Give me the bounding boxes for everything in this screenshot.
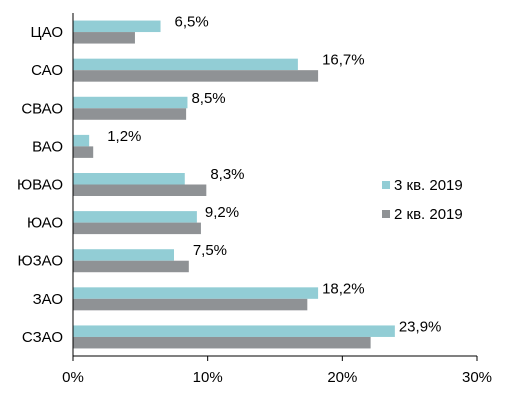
- data-label: 6,5%: [175, 14, 209, 31]
- x-tick-label: 30%: [462, 369, 492, 386]
- bar-q3-2019: [73, 325, 395, 337]
- bar-q2-2019: [73, 146, 94, 158]
- category-label: ЦАО: [31, 24, 63, 41]
- bar-q2-2019: [73, 70, 319, 82]
- legend-swatch: [382, 181, 390, 189]
- category-label: ЗАО: [33, 291, 63, 308]
- data-label: 16,7%: [322, 52, 365, 69]
- data-label: 1,2%: [107, 128, 141, 145]
- category-label: ЮЗАО: [17, 253, 63, 270]
- category-label: СВАО: [21, 100, 63, 117]
- x-axis-ticks: 0% 10% 20% 30%: [62, 356, 492, 386]
- bar-q3-2019: [73, 134, 90, 147]
- x-tick-label: 10%: [193, 369, 223, 386]
- bar-q2-2019: [73, 298, 308, 311]
- data-label: 7,5%: [193, 242, 227, 259]
- bar-q2-2019: [73, 222, 201, 235]
- bar-q2-2019: [73, 336, 371, 349]
- data-label: 9,2%: [205, 204, 239, 221]
- x-tick-label: 0%: [62, 369, 84, 386]
- bars-layer: [73, 20, 395, 349]
- bar-q2-2019: [73, 184, 207, 196]
- data-label: 23,9%: [399, 318, 442, 335]
- bar-q3-2019: [73, 173, 185, 185]
- category-label: САО: [31, 62, 63, 79]
- bar-q3-2019: [73, 249, 174, 261]
- bar-q3-2019: [73, 20, 161, 33]
- legend: 3 кв. 2019 2 кв. 2019: [382, 177, 463, 223]
- category-label: ВАО: [32, 138, 63, 155]
- bar-q3-2019: [73, 211, 197, 223]
- legend-swatch: [382, 210, 390, 218]
- bar-q3-2019: [73, 287, 319, 299]
- legend-label: 2 кв. 2019: [394, 206, 463, 223]
- legend-label: 3 кв. 2019: [394, 177, 463, 194]
- data-label: 8,5%: [191, 90, 225, 107]
- x-tick-label: 20%: [327, 369, 357, 386]
- bar-q3-2019: [73, 96, 188, 109]
- data-label: 8,3%: [210, 166, 244, 183]
- bar-q2-2019: [73, 260, 189, 273]
- bar-q2-2019: [73, 108, 187, 120]
- bar-q3-2019: [73, 58, 298, 71]
- data-label: 18,2%: [322, 280, 365, 297]
- bar-q2-2019: [73, 32, 135, 44]
- category-label: ЮВАО: [17, 177, 63, 194]
- labels-layer: ЦАО 6,5% САО 16,7% СВАО 8,5% ВАО 1,2% ЮВАО 8,3% ЮА…: [17, 14, 441, 346]
- category-label: ЮАО: [27, 215, 63, 232]
- category-label: СЗАО: [22, 329, 63, 346]
